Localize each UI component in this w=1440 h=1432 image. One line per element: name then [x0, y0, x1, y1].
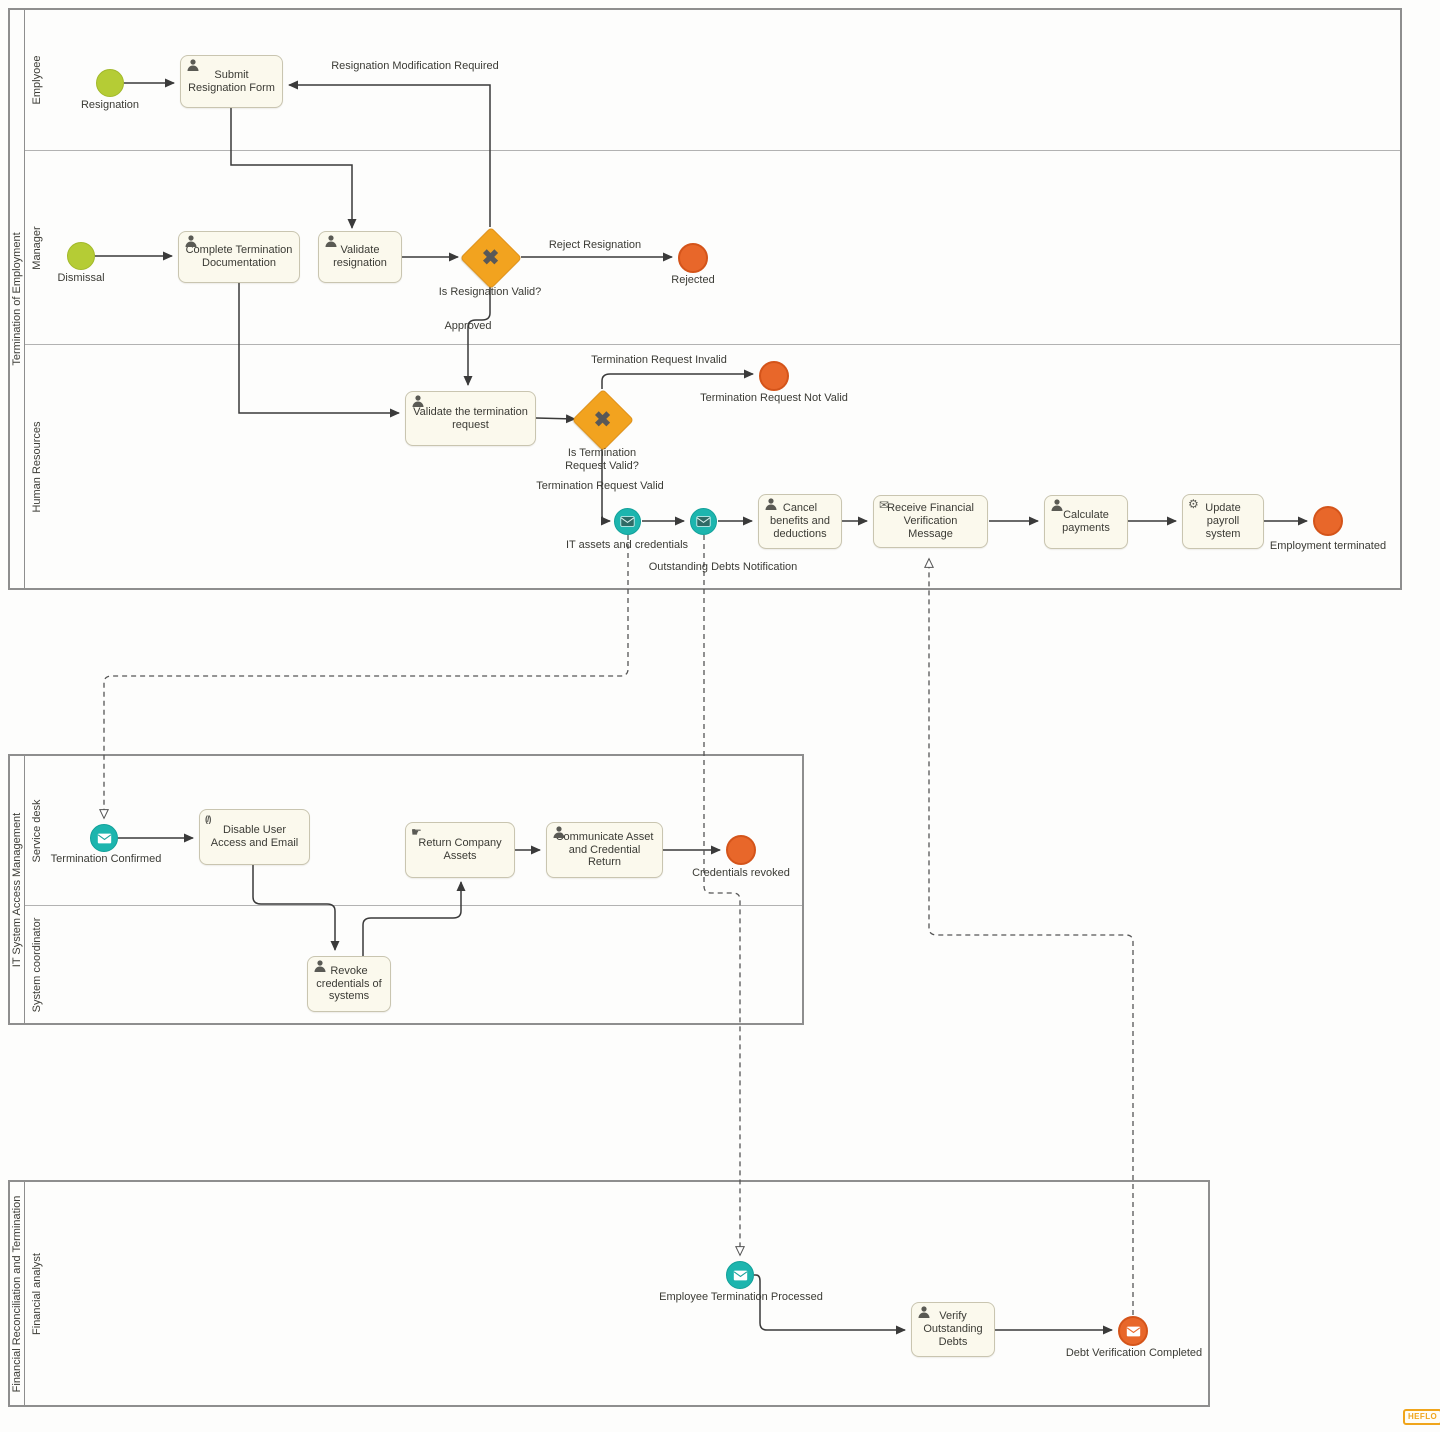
lane-financial-analyst: Financial analyst — [25, 1182, 1208, 1405]
end-event-employment-terminated[interactable] — [1313, 506, 1343, 536]
event-label: Rejected — [671, 274, 715, 286]
task-label: Return Company Assets — [418, 837, 502, 862]
gateway-label: Is Resignation Valid? — [438, 286, 542, 298]
task-label: Complete Termination Documentation — [185, 244, 293, 269]
pool-title: Financial Reconciliation and Termination — [11, 1195, 23, 1392]
task-submit-resignation-form[interactable]: Submit Resignation Form — [180, 55, 283, 108]
task-update-payroll-system[interactable]: ⚙ Update payroll system — [1182, 494, 1264, 549]
lane-label: Emplyoee — [31, 55, 43, 105]
envelope-icon — [97, 833, 111, 843]
end-event-termination-request-not-valid[interactable] — [759, 361, 789, 391]
heflo-logo: HEFLO — [1403, 1409, 1440, 1425]
event-label: Termination Request Not Valid — [700, 392, 848, 404]
task-label: Receive Financial Verification Message — [887, 502, 974, 540]
task-calculate-payments[interactable]: Calculate payments — [1044, 495, 1128, 549]
envelope-icon — [1126, 1326, 1140, 1336]
pool-title-strip: Termination of Employment — [10, 10, 25, 588]
start-event-resignation[interactable] — [96, 69, 124, 97]
event-label: Outstanding Debts Notification — [648, 561, 798, 573]
event-label: Employee Termination Processed — [659, 1291, 823, 1303]
event-label: Dismissal — [57, 272, 105, 284]
user-icon — [765, 498, 777, 510]
message-start-event-termination-confirmed[interactable] — [90, 824, 118, 852]
message-start-event-employee-termination-processed[interactable] — [726, 1261, 754, 1289]
task-label: Submit Resignation Form — [188, 68, 275, 94]
task-label: Revoke credentials of systems — [316, 964, 382, 1003]
envelope-icon — [620, 516, 635, 527]
lane-label: Manager — [31, 225, 43, 270]
user-icon — [553, 826, 565, 838]
task-label: Cancel benefits and deductions — [770, 502, 830, 540]
task-label: Update payroll system — [1205, 502, 1241, 540]
task-communicate-asset-and-credential-return[interactable]: Communicate Asset and Credential Return — [546, 822, 663, 878]
task-return-company-assets[interactable]: ☛ Return Company Assets — [405, 822, 515, 878]
lane-system-coordinator: System coordinator — [25, 905, 802, 1023]
task-label: Disable User Access and Email — [210, 824, 299, 849]
task-label: Validate resignation — [333, 244, 387, 269]
pool-it-system-access-management: IT System Access Management Service desk… — [8, 754, 804, 1025]
gear-icon: ⚙ — [1188, 497, 1199, 511]
hand-icon: ☛ — [411, 825, 422, 839]
user-icon — [325, 235, 337, 247]
user-icon — [314, 960, 326, 972]
pool-title: IT System Access Management — [11, 812, 23, 967]
pool-title-strip: Financial Reconciliation and Termination — [10, 1182, 25, 1405]
task-cancel-benefits-and-deductions[interactable]: Cancel benefits and deductions — [758, 494, 842, 549]
user-icon — [918, 1306, 930, 1318]
flow-label-approved: Approved — [444, 320, 492, 332]
gateway-label: Is Termination Request Valid? — [565, 447, 639, 472]
task-label: Communicate Asset and Credential Return — [555, 830, 654, 869]
event-label: Debt Verification Completed — [1065, 1347, 1203, 1359]
task-label: Calculate payments — [1062, 509, 1110, 534]
message-throw-event-it-assets[interactable] — [614, 508, 641, 535]
user-icon — [187, 59, 199, 71]
task-validate-resignation[interactable]: Validate resignation — [318, 231, 402, 283]
lane-manager: Manager — [25, 150, 1400, 344]
task-validate-the-termination-request[interactable]: Validate the termination request — [405, 391, 536, 446]
message-icon: ✉ — [879, 498, 890, 512]
task-disable-user-access-and-email[interactable]: (/) Disable User Access and Email — [199, 809, 310, 865]
script-icon: (/) — [205, 814, 212, 824]
flow-label-termination-request-valid: Termination Request Valid — [536, 480, 664, 492]
task-label: Verify Outstanding Debts — [923, 1310, 983, 1348]
flow-label-termination-request-invalid: Termination Request Invalid — [591, 354, 727, 366]
task-label: Validate the termination request — [413, 405, 528, 431]
end-event-rejected[interactable] — [678, 243, 708, 273]
envelope-icon — [733, 1270, 747, 1280]
lane-label: Service desk — [31, 799, 43, 862]
event-label: Resignation — [80, 99, 140, 111]
lane-human-resources: Human Resources — [25, 344, 1400, 588]
pool-title-strip: IT System Access Management — [10, 756, 25, 1023]
event-label: Employment terminated — [1269, 540, 1387, 552]
flow-label-reject-resignation: Reject Resignation — [548, 239, 642, 251]
message-end-event-debt-verification-completed[interactable] — [1118, 1316, 1148, 1346]
lane-label: System coordinator — [31, 917, 43, 1012]
user-icon — [1051, 499, 1063, 511]
event-label: IT assets and credentials — [565, 539, 689, 551]
user-icon — [412, 395, 424, 407]
task-complete-termination-documentation[interactable]: Complete Termination Documentation — [178, 231, 300, 283]
gateway-x-icon: ✖ — [482, 246, 500, 270]
gateway-x-icon: ✖ — [594, 408, 612, 432]
task-receive-financial-verification-message[interactable]: ✉ Receive Financial Verification Message — [873, 495, 988, 548]
pool-title: Termination of Employment — [11, 232, 23, 366]
task-verify-outstanding-debts[interactable]: Verify Outstanding Debts — [911, 1302, 995, 1357]
envelope-icon — [696, 516, 711, 527]
user-icon — [185, 235, 197, 247]
lane-label: Human Resources — [31, 420, 43, 513]
start-event-dismissal[interactable] — [67, 242, 95, 270]
task-revoke-credentials-of-systems[interactable]: Revoke credentials of systems — [307, 956, 391, 1012]
event-label: Credentials revoked — [692, 867, 790, 879]
lane-label: Financial analyst — [31, 1252, 43, 1335]
event-label: Termination Confirmed — [50, 853, 162, 865]
flow-label-resignation-modification-required: Resignation Modification Required — [331, 60, 499, 72]
pool-financial-reconciliation: Financial Reconciliation and Termination… — [8, 1180, 1210, 1407]
message-throw-event-outstanding-debts[interactable] — [690, 508, 717, 535]
end-event-credentials-revoked[interactable] — [726, 835, 756, 865]
